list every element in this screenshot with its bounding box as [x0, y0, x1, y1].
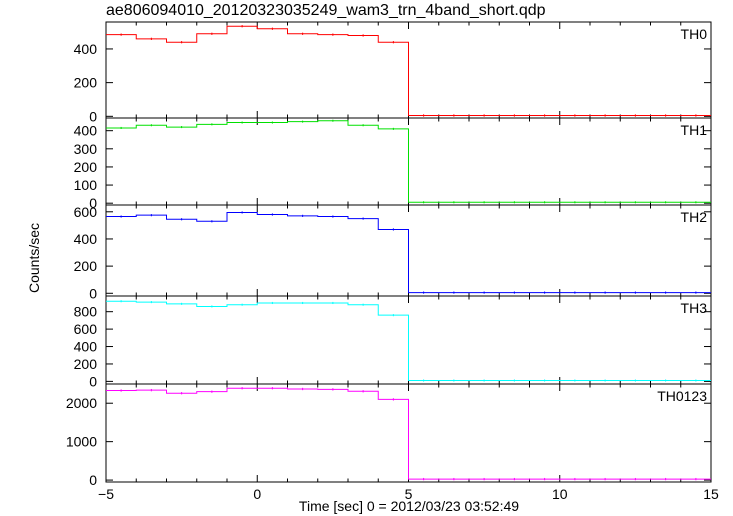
y-tick-label: 0	[89, 373, 97, 389]
y-tick-label: 300	[74, 141, 98, 157]
panel-label-th1: TH1	[681, 122, 708, 138]
y-tick-label: 2000	[66, 395, 97, 411]
series-line-th0123	[106, 387, 711, 480]
y-tick-label: 200	[74, 258, 98, 274]
y-tick-label: 0	[89, 472, 97, 488]
panel-label-th0: TH0	[681, 26, 708, 42]
series-line-th3	[106, 300, 711, 382]
y-tick-label: 0	[89, 108, 97, 124]
y-tick-label: 200	[74, 75, 98, 91]
y-tick-label: 400	[74, 123, 98, 139]
chart-title: ae806094010_20120323035249_wam3_trn_4ban…	[106, 2, 546, 19]
x-tick-label: 15	[703, 486, 719, 502]
y-tick-label: 600	[74, 321, 98, 337]
y-tick-label: 0	[89, 195, 97, 211]
x-tick-label: −5	[98, 486, 114, 502]
panel-label-th0123: TH0123	[657, 388, 707, 404]
y-tick-label: 200	[74, 356, 98, 372]
x-tick-label: 10	[552, 486, 568, 502]
y-tick-label: 0	[89, 285, 97, 301]
y-tick-label: 400	[74, 231, 98, 247]
series-line-th0	[106, 25, 711, 116]
y-tick-label: 400	[74, 339, 98, 355]
panel-label-th3: TH3	[681, 300, 708, 316]
y-tick-label: 800	[74, 304, 98, 320]
y-tick-label: 400	[74, 41, 98, 57]
y-tick-label: 600	[74, 204, 98, 220]
x-tick-label: 0	[253, 486, 261, 502]
x-axis-label: Time [sec] 0 = 2012/03/23 03:52:49	[298, 498, 520, 514]
x-tick-label: 5	[405, 486, 413, 502]
panel-label-th2: TH2	[681, 209, 708, 225]
series-line-th1	[106, 120, 711, 203]
y-tick-label: 1000	[66, 434, 97, 450]
y-tick-label: 200	[74, 159, 98, 175]
y-tick-label: 100	[74, 177, 98, 193]
series-line-th2	[106, 211, 711, 294]
